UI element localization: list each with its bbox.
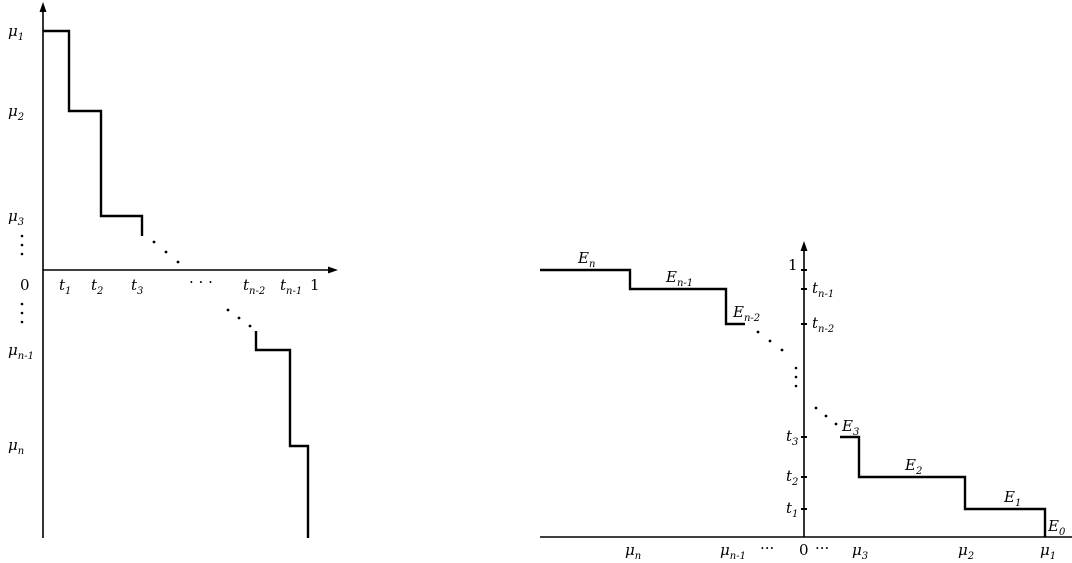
left-diagram: μ1 μ2 μ3 μn-1 μn 0 t1 t2 t3 · · · tn-2 t… (8, 2, 338, 538)
left-x-hdots: · · · (189, 273, 213, 291)
right-label-t3: t3 (786, 427, 798, 448)
left-label-tn1: tn-1 (280, 276, 302, 297)
right-left-diagonal-dots (756, 330, 784, 352)
right-label-tn2: tn-2 (812, 314, 834, 335)
right-label-t1: t1 (786, 499, 798, 520)
right-left-step-curve (540, 268, 745, 326)
right-segment-label-En: En (577, 249, 595, 270)
right-label-mu1: μ1 (1040, 541, 1056, 562)
right-segment-label-E1: E1 (1003, 488, 1021, 509)
left-label-t2: t2 (91, 276, 103, 297)
left-upper-step-curve (43, 29, 144, 236)
right-segment-label-En1: En-1 (665, 268, 693, 289)
left-upper-diagonal-dots (152, 240, 180, 264)
left-label-one: 1 (310, 276, 320, 294)
right-right-diagonal-dots (814, 406, 838, 426)
right-segment-label-E3: E3 (841, 417, 859, 438)
right-label-mu2: μ2 (958, 541, 974, 562)
right-segment-label-E2: E2 (904, 456, 922, 477)
right-segment-label-En2: En-2 (732, 303, 760, 324)
right-right-step-curve (840, 435, 1047, 537)
right-y-axis-arrow-icon (800, 241, 808, 251)
right-label-tn1: tn-1 (812, 279, 834, 300)
left-lower-diagonal-dots (226, 308, 252, 328)
right-x-hdots-right: ··· (815, 539, 829, 557)
left-x-axis-arrow-icon (328, 266, 338, 274)
right-vertical-dots (794, 366, 798, 388)
left-label-mu1: μ1 (8, 22, 24, 43)
left-label-mu2: μ2 (8, 102, 24, 123)
left-label-mu3: μ3 (8, 207, 24, 228)
right-segment-label-E0: E0 (1047, 517, 1066, 538)
left-vertical-dots-lower (20, 302, 24, 324)
left-origin-label: 0 (20, 276, 30, 294)
right-label-mun: μn (625, 541, 641, 562)
right-x-hdots-left: ··· (760, 539, 774, 557)
right-label-mun1: μn-1 (720, 541, 746, 562)
right-label-t2: t2 (786, 467, 798, 488)
left-label-t1: t1 (59, 276, 71, 297)
right-origin-label: 0 (799, 541, 809, 559)
left-y-axis-arrow-icon (39, 2, 47, 12)
right-label-mu3: μ3 (852, 541, 868, 562)
left-lower-step-curve (254, 331, 310, 538)
left-vertical-dots-upper (20, 234, 24, 256)
left-label-mun: μn (8, 436, 24, 457)
right-diagram: 1 tn-1 tn-2 t3 t2 t1 μn μn-1 ··· 0 ··· μ… (540, 241, 1072, 562)
left-label-tn2: tn-2 (243, 276, 265, 297)
left-label-mun1: μn-1 (8, 341, 34, 362)
right-label-one: 1 (788, 256, 798, 274)
left-label-t3: t3 (131, 276, 143, 297)
right-y-ticks (801, 269, 807, 510)
